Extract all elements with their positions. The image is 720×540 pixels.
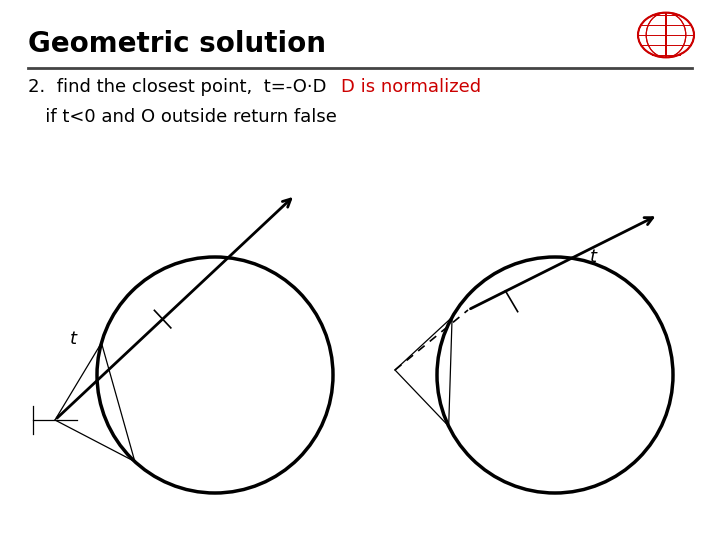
- Text: D is normalized: D is normalized: [318, 78, 481, 96]
- Text: t: t: [70, 330, 77, 348]
- Text: t: t: [590, 248, 597, 266]
- Text: Geometric solution: Geometric solution: [28, 30, 326, 58]
- Text: if t<0 and O outside return false: if t<0 and O outside return false: [28, 108, 337, 126]
- Text: 2.  find the closest point,  t=-O·D: 2. find the closest point, t=-O·D: [28, 78, 326, 96]
